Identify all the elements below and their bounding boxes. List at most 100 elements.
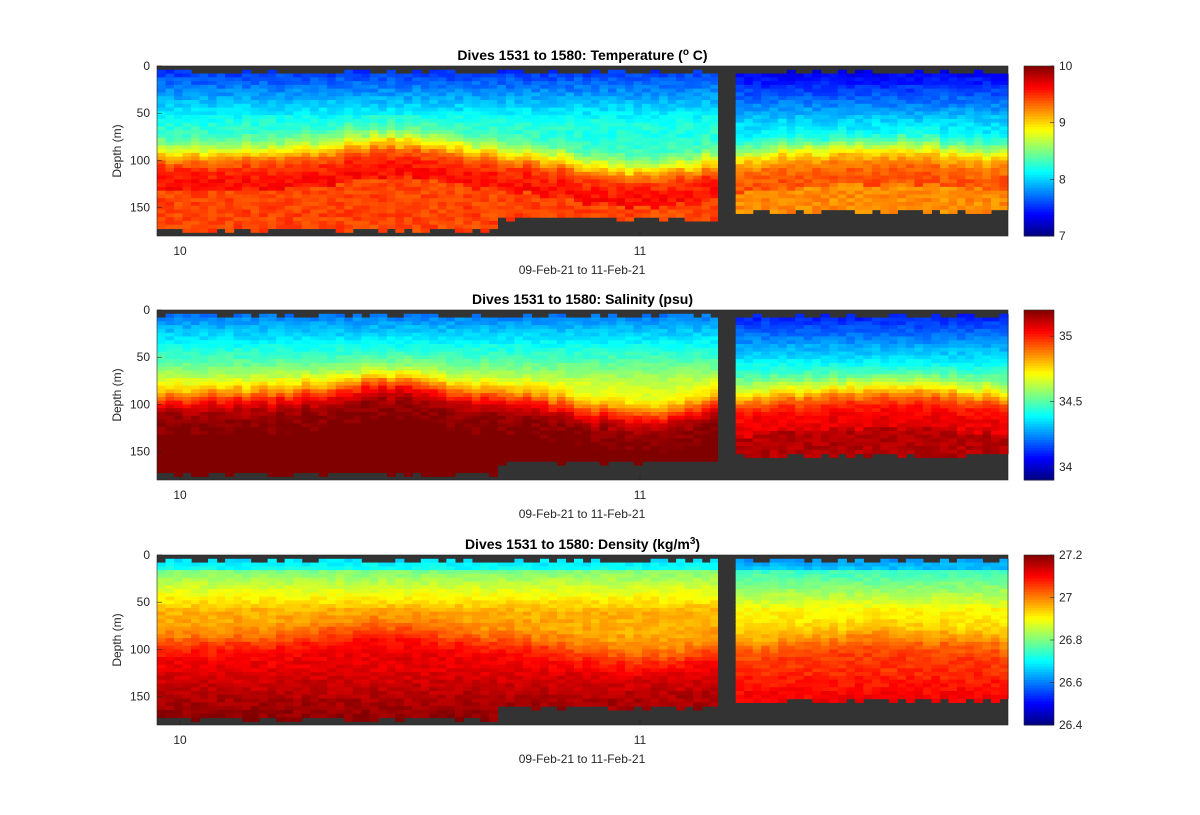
salinity-cell <box>165 400 175 406</box>
temperature-cell <box>471 88 481 94</box>
temperature-cell <box>710 156 720 162</box>
temperature-cell <box>531 171 541 177</box>
temperature-cell <box>608 198 618 203</box>
temperature-cell <box>778 198 788 203</box>
temperature-cell <box>216 96 226 101</box>
temperature-cell <box>965 81 975 86</box>
temperature-cell <box>710 179 720 184</box>
temperature-cell <box>693 190 703 196</box>
temperature-cell <box>242 217 252 222</box>
temperature-cell <box>965 175 975 180</box>
salinity-cell <box>259 340 269 345</box>
salinity-cell <box>335 408 345 413</box>
temperature-cell <box>531 202 541 207</box>
temperature-cell <box>420 141 430 146</box>
salinity-cell <box>284 328 294 334</box>
temperature-cell <box>386 81 396 86</box>
temperature-cell <box>531 190 541 196</box>
temperature-cell <box>531 92 541 97</box>
salinity-cell <box>199 336 209 341</box>
temperature-cell <box>990 156 1001 162</box>
salinity-cell <box>276 453 286 458</box>
temperature-cell <box>446 160 456 165</box>
temperature-cell <box>420 73 430 78</box>
temperature-cell <box>667 213 677 218</box>
temperature-cell <box>463 92 473 97</box>
salinity-cell <box>301 321 311 326</box>
salinity-cell <box>352 313 362 319</box>
temperature-cell <box>157 156 167 162</box>
salinity-cell <box>199 427 209 432</box>
salinity-cell <box>199 389 209 394</box>
temperature-cell <box>284 202 294 207</box>
temperature-cell <box>225 96 235 101</box>
temperature-cell <box>335 164 345 169</box>
temperature-cell <box>582 115 592 120</box>
temperature-cell <box>157 198 167 203</box>
salinity-cell <box>267 325 277 330</box>
temperature-cell <box>454 107 464 112</box>
salinity-cell <box>301 461 311 466</box>
temperature-cell <box>608 186 618 192</box>
salinity-cell <box>352 355 362 360</box>
temperature-cell <box>701 160 711 165</box>
temperature-cell <box>659 77 669 82</box>
temperature-cell <box>403 84 413 90</box>
temperature-cell <box>488 168 498 173</box>
temperature-cell <box>897 186 907 192</box>
temperature-cell <box>165 164 175 169</box>
temperature-cell <box>420 220 430 226</box>
temperature-cell <box>744 122 754 128</box>
salinity-cell <box>191 453 201 458</box>
temperature-cell <box>361 164 371 169</box>
temperature-cell <box>829 190 839 196</box>
salinity-cell <box>225 347 235 353</box>
temperature-cell <box>420 137 430 143</box>
temperature-cell <box>531 149 541 154</box>
temperature-cell <box>352 81 362 86</box>
temperature-cell <box>182 209 192 214</box>
temperature-cell <box>310 96 320 101</box>
temperature-cell <box>625 134 635 139</box>
temperature-cell <box>837 152 847 158</box>
temperature-cell <box>412 77 422 82</box>
temperature-cell <box>650 205 660 211</box>
temperature-cell <box>216 224 226 230</box>
temperature-cell <box>412 92 422 97</box>
temperature-cell <box>429 217 439 222</box>
temperature-cell <box>812 92 822 97</box>
temperature-cell <box>863 107 873 112</box>
temperature-cell <box>812 194 822 199</box>
salinity-cell <box>310 378 320 383</box>
temperature-cell <box>871 77 881 82</box>
temperature-cell <box>242 137 252 143</box>
salinity-cell <box>335 468 345 474</box>
temperature-cell <box>778 118 788 124</box>
salinity-cell <box>301 408 311 413</box>
temperature-cell <box>437 171 447 177</box>
temperature-cell <box>863 205 873 211</box>
salinity-cell <box>250 442 260 447</box>
temperature-cell <box>548 209 558 214</box>
temperature-cell <box>522 205 533 211</box>
salinity-cell <box>182 313 192 319</box>
temperature-cell <box>522 118 533 124</box>
temperature-cell <box>165 205 175 211</box>
salinity-cell <box>174 412 184 417</box>
temperature-cell <box>335 92 345 97</box>
temperature-cell <box>318 217 328 222</box>
temperature-cell <box>676 202 686 207</box>
temperature-cell <box>667 73 677 78</box>
salinity-cell <box>284 434 294 440</box>
temperature-cell <box>650 88 660 94</box>
temperature-cell <box>429 69 439 75</box>
temperature-cell <box>965 96 975 101</box>
temperature-cell <box>165 202 175 207</box>
temperature-cell <box>361 134 371 139</box>
temperature-cell <box>786 175 796 180</box>
temperature-cell <box>880 209 890 214</box>
temperature-cell <box>761 88 771 94</box>
temperature-cell <box>276 122 286 128</box>
salinity-cell <box>284 313 294 319</box>
temperature-cell <box>616 77 626 82</box>
